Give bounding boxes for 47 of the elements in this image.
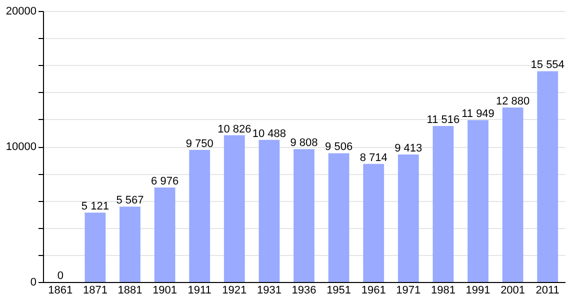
data-label: 5 121 <box>81 200 109 213</box>
data-label: 0 <box>57 270 64 282</box>
bar <box>432 126 454 282</box>
x-tick-label: 1981 <box>430 284 456 296</box>
data-label: 9 808 <box>290 137 318 150</box>
y-tick-label: 0 <box>30 276 36 288</box>
data-label: 11 949 <box>462 108 494 120</box>
data-label: 6 976 <box>151 175 179 188</box>
data-label: 9 750 <box>186 138 214 150</box>
x-tick-label: 1871 <box>82 284 108 296</box>
data-label: 9 413 <box>394 142 422 154</box>
bar <box>398 154 419 282</box>
data-label: 11 516 <box>426 114 460 126</box>
data-label: 10 488 <box>252 128 286 140</box>
x-tick-label: 1881 <box>118 284 142 296</box>
x-tick-label: 1961 <box>361 284 386 296</box>
x-tick-label: 1971 <box>396 284 421 296</box>
x-tick-label: 1901 <box>152 284 178 296</box>
data-label: 9 506 <box>325 141 353 154</box>
bar <box>258 140 280 282</box>
bar <box>468 120 488 282</box>
x-tick-label: 1861 <box>48 284 73 296</box>
y-tick-label: 10000 <box>6 141 36 153</box>
x-tick-label: 1991 <box>466 284 490 296</box>
x-tick-label: 1931 <box>256 284 282 296</box>
y-tick-label: 20000 <box>6 6 36 18</box>
x-tick-label: 2011 <box>536 284 560 296</box>
bar <box>154 187 176 282</box>
data-label: 12 880 <box>496 95 530 108</box>
bar <box>328 153 350 282</box>
bar <box>294 149 314 282</box>
bar <box>537 71 558 282</box>
x-tick-label: 2001 <box>500 284 526 296</box>
bar <box>224 135 245 282</box>
x-tick-label: 1936 <box>292 284 316 296</box>
data-label: 8 714 <box>360 152 388 164</box>
x-tick-label: 1921 <box>222 284 247 296</box>
bar <box>363 164 384 282</box>
bar <box>120 206 140 282</box>
data-label: 15 554 <box>530 59 564 72</box>
bar <box>84 212 106 282</box>
bar <box>502 107 524 282</box>
bar <box>189 150 210 282</box>
x-tick-label: 1951 <box>326 284 352 296</box>
data-label: 10 826 <box>218 123 252 136</box>
x-tick-label: 1911 <box>188 284 212 296</box>
data-label: 5 567 <box>116 194 144 207</box>
